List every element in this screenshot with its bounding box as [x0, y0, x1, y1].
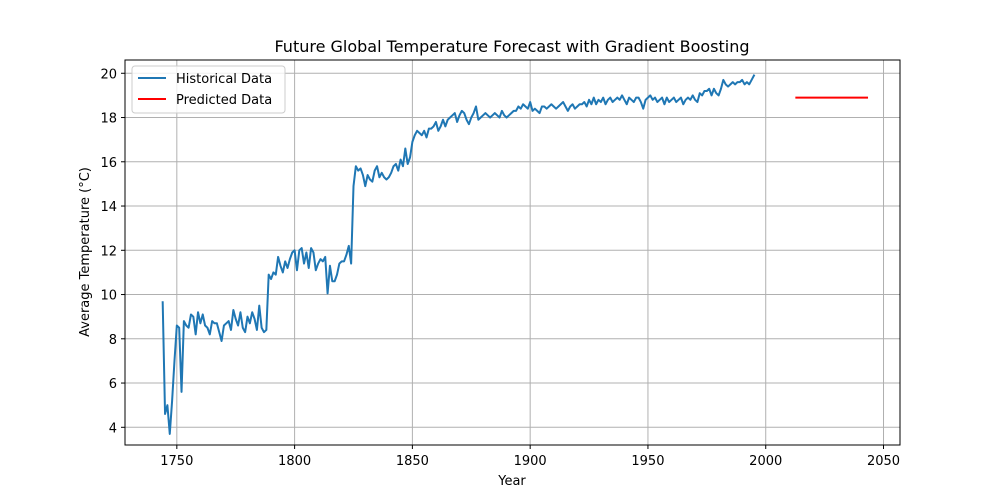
legend: Historical Data Predicted Data: [131, 65, 286, 114]
grid: [125, 60, 900, 445]
ticks: 1750 1800 1850 1900 1950 2000 2050 4 6 8 10 12 14 16 1…: [100, 67, 900, 469]
plot-frame: [124, 59, 901, 446]
series-layer: [161, 74, 869, 435]
y-tick-label: 6: [109, 377, 117, 392]
y-tick-label: 16: [100, 156, 117, 171]
legend-box: [131, 65, 286, 114]
legend-label-historical: Historical Data: [176, 72, 272, 87]
y-tick-label: 10: [100, 289, 117, 304]
x-tick-label: 1750: [160, 454, 193, 469]
x-tick-label: 1800: [278, 454, 311, 469]
y-tick-label: 4: [109, 421, 117, 436]
chart-title: Future Global Temperature Forecast with …: [274, 37, 749, 56]
x-tick-label: 2000: [749, 454, 782, 469]
y-axis-label: Average Temperature (°C): [78, 167, 93, 337]
y-tick-label: 12: [100, 244, 117, 259]
x-axis-label: Year: [497, 474, 526, 489]
x-tick-label: 1900: [514, 454, 547, 469]
y-tick-label: 20: [100, 67, 117, 82]
x-tick-label: 1950: [631, 454, 664, 469]
y-tick-label: 18: [100, 112, 117, 127]
legend-label-predicted: Predicted Data: [176, 93, 272, 108]
x-tick-label: 2050: [867, 454, 900, 469]
x-tick-label: 1850: [396, 454, 429, 469]
y-tick-label: 14: [100, 200, 117, 215]
y-tick-label: 8: [109, 333, 117, 348]
series-line-historical: [161, 74, 756, 435]
